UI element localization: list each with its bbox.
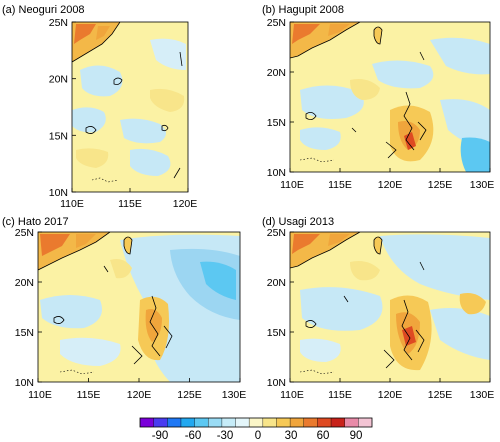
lat-label: 10N bbox=[49, 187, 68, 199]
lon-label: 110E bbox=[28, 389, 52, 401]
colorbar-label: 30 bbox=[285, 430, 298, 442]
panel-d-lon-axis: 110E 115E 120E 125E 130E bbox=[280, 378, 494, 401]
panel-b-title: (b) Hagupit 2008 bbox=[262, 4, 344, 16]
lat-label: 20N bbox=[49, 74, 68, 86]
lat-label: 15N bbox=[15, 327, 34, 339]
lat-label: 20N bbox=[15, 277, 34, 289]
lat-label: 10N bbox=[15, 377, 34, 389]
lon-label: 115E bbox=[77, 389, 101, 401]
lat-label: 10N bbox=[267, 377, 286, 389]
lat-label: 25N bbox=[267, 17, 286, 29]
colorbar bbox=[139, 417, 373, 428]
lon-label: 130E bbox=[222, 389, 247, 401]
panel-d-lat-axis: 25N 20N 15N 10N bbox=[267, 227, 294, 389]
colorbar-label: -60 bbox=[185, 430, 202, 442]
colorbar-swatch bbox=[249, 418, 264, 427]
panel-b bbox=[289, 21, 491, 173]
lat-label: 25N bbox=[15, 227, 34, 239]
panel-a bbox=[71, 21, 189, 193]
panel-c-lat-axis: 25N 20N 15N 10N bbox=[15, 227, 42, 389]
panel-b-lon-axis: 110E 115E 120E 125E 130E bbox=[280, 168, 494, 191]
panel-a-lat-axis: 25N 20N 15N 10N bbox=[49, 17, 76, 199]
colorbar-label: 60 bbox=[317, 430, 330, 442]
panel-a-title: (a) Neoguri 2008 bbox=[2, 4, 85, 16]
colorbar-border bbox=[139, 417, 373, 428]
lat-label: 20N bbox=[267, 277, 286, 289]
lon-label: 120E bbox=[378, 389, 403, 401]
panel-d bbox=[289, 231, 491, 383]
lat-label: 25N bbox=[49, 17, 68, 29]
colorbar-swatch bbox=[140, 418, 154, 427]
colorbar-swatch bbox=[276, 418, 291, 427]
lon-label: 115E bbox=[328, 389, 352, 401]
panel-b-field bbox=[290, 22, 490, 172]
lon-label: 120E bbox=[127, 389, 152, 401]
colorbar-swatch bbox=[194, 418, 209, 427]
lon-label: 110E bbox=[280, 179, 304, 191]
colorbar-swatch bbox=[290, 418, 305, 427]
colorbar-swatch bbox=[262, 418, 277, 427]
colorbar-label: -30 bbox=[217, 430, 234, 442]
colorbar-swatch bbox=[303, 418, 318, 427]
lat-label: 15N bbox=[49, 130, 68, 142]
colorbar-swatch bbox=[221, 418, 236, 427]
lon-label: 125E bbox=[428, 179, 453, 191]
colorbar-swatch bbox=[180, 418, 195, 427]
lon-label: 120E bbox=[173, 198, 198, 210]
panel-c bbox=[37, 231, 241, 383]
lon-label: 115E bbox=[328, 179, 352, 191]
lon-label: 115E bbox=[118, 198, 142, 210]
panel-d-field bbox=[290, 232, 490, 382]
lon-label: 110E bbox=[60, 198, 84, 210]
colorbar-swatch bbox=[358, 418, 373, 427]
panel-a-field bbox=[72, 22, 188, 192]
lon-label: 120E bbox=[378, 179, 403, 191]
colorbar-swatch bbox=[153, 418, 168, 427]
colorbar-swatch bbox=[235, 418, 250, 427]
lat-label: 15N bbox=[267, 327, 286, 339]
panel-b-lat-axis: 25N 20N 15N 10N bbox=[267, 17, 294, 179]
lon-label: 125E bbox=[177, 389, 202, 401]
colorbar-swatch bbox=[317, 418, 332, 427]
lat-label: 10N bbox=[267, 167, 286, 179]
panel-d-title: (d) Usagi 2013 bbox=[262, 216, 334, 228]
lon-label: 130E bbox=[470, 389, 495, 401]
panel-c-field bbox=[38, 232, 240, 382]
panel-c-lon-axis: 110E 115E 120E 125E 130E bbox=[28, 378, 246, 401]
lon-label: 110E bbox=[280, 389, 304, 401]
colorbar-label: 90 bbox=[350, 430, 363, 442]
colorbar-swatch bbox=[344, 418, 359, 427]
panel-c-title: (c) Hato 2017 bbox=[2, 216, 69, 228]
lon-label: 125E bbox=[428, 389, 453, 401]
lat-label: 15N bbox=[267, 117, 286, 129]
colorbar-swatch bbox=[208, 418, 223, 427]
colorbar-swatch bbox=[167, 418, 182, 427]
lon-label: 130E bbox=[470, 179, 495, 191]
colorbar-label: -90 bbox=[152, 430, 169, 442]
panel-a-lon-axis: 110E 115E 120E bbox=[60, 188, 197, 210]
lat-label: 20N bbox=[267, 67, 286, 79]
lat-label: 25N bbox=[267, 227, 286, 239]
colorbar-swatch bbox=[331, 418, 346, 427]
colorbar-labels: -90 -60 -30 0 30 60 90 bbox=[152, 430, 363, 442]
colorbar-label: 0 bbox=[255, 430, 261, 442]
